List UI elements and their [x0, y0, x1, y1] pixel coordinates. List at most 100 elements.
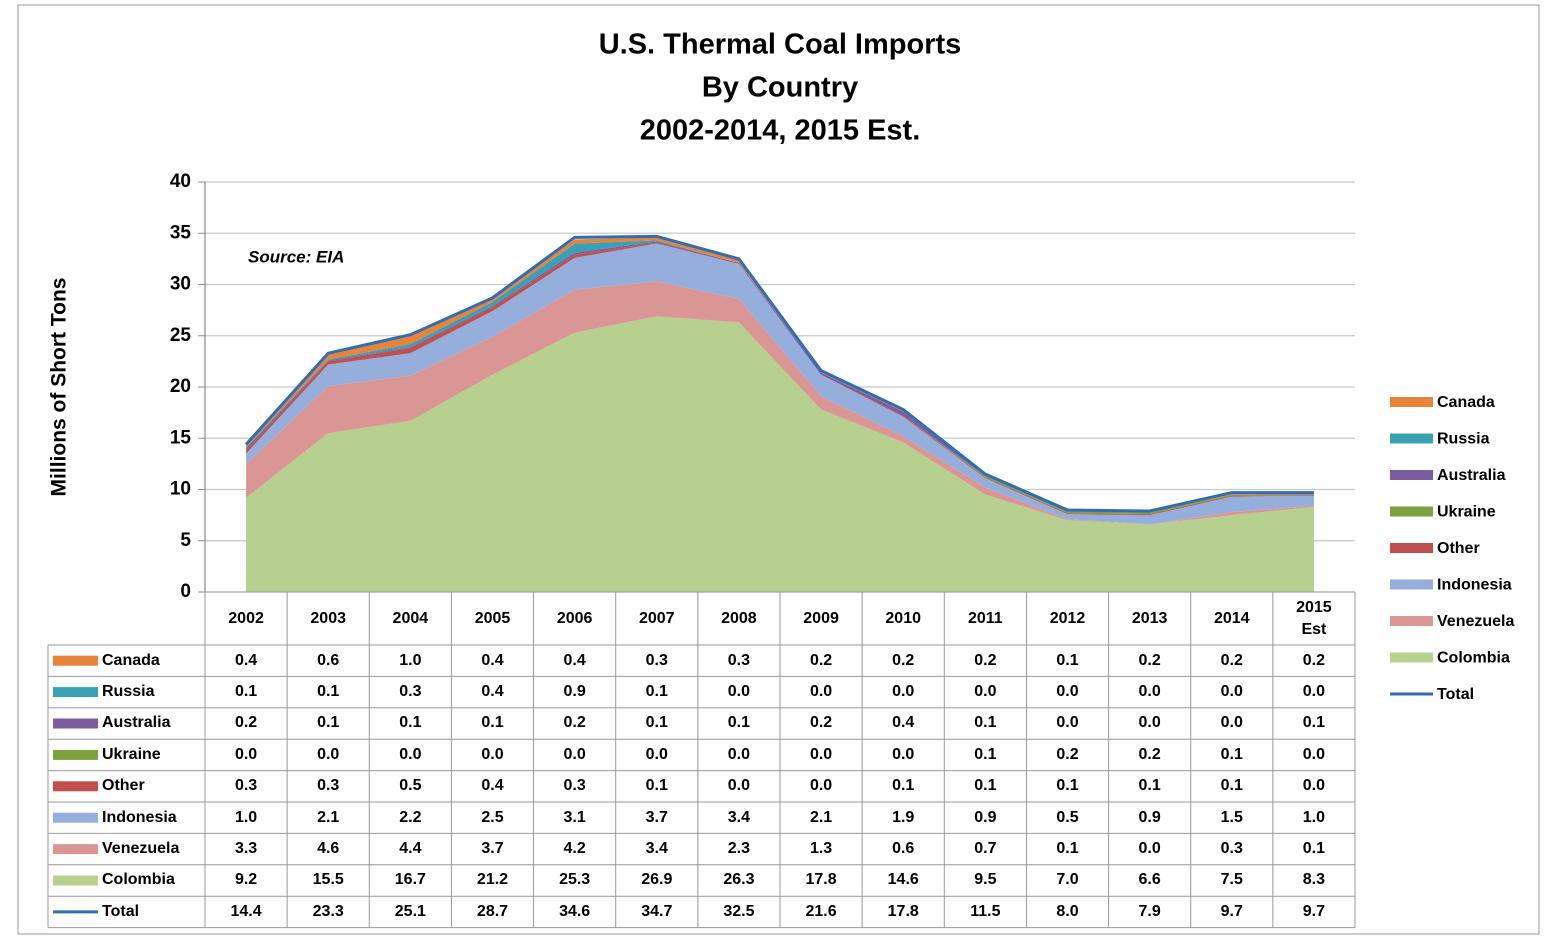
table-value: 9.7 — [1302, 902, 1326, 920]
table-key — [53, 687, 98, 698]
table-value: 0.1 — [399, 714, 422, 732]
table-value: 0.4 — [892, 714, 915, 732]
x-tick-label: 2004 — [369, 592, 451, 645]
x-tick-label: 2006 — [534, 592, 616, 645]
legend-label: Other — [1437, 540, 1480, 557]
x-tick-label: 2014 — [1191, 592, 1273, 645]
table-value: 9.2 — [234, 871, 258, 889]
table-key — [53, 844, 98, 855]
x-tick-label-text: 2013 — [1131, 609, 1168, 627]
area — [246, 316, 1314, 592]
table-value: 0.1 — [481, 714, 504, 732]
table-value: 9.5 — [974, 871, 997, 889]
table-value: 0.2 — [892, 651, 915, 669]
table-value: 21.6 — [805, 902, 837, 920]
table-row-label: Total — [102, 902, 140, 920]
y-tick-label: 35 — [170, 222, 192, 243]
legend-key — [1390, 506, 1433, 517]
table-row-label: Canada — [102, 651, 160, 669]
table-value: 0.0 — [892, 683, 915, 701]
table-value: 0.1 — [1302, 714, 1326, 732]
table-value: 4.2 — [563, 840, 586, 858]
table-value: 0.1 — [974, 745, 997, 763]
x-tick-label: 2008 — [698, 592, 780, 645]
table-value: 0.2 — [1056, 745, 1079, 763]
table-value: 1.9 — [892, 808, 915, 826]
table-value: 0.6 — [892, 840, 915, 858]
table-value: 0.0 — [1302, 745, 1326, 763]
x-tick-label-text: 2010 — [885, 609, 921, 627]
table-value: 3.7 — [645, 808, 668, 826]
table-value: 34.7 — [641, 902, 673, 920]
table-value: 0.5 — [399, 777, 422, 795]
table-value: 0.5 — [1056, 808, 1079, 826]
table-value: 0.0 — [317, 745, 340, 763]
table-value: 0.1 — [317, 714, 340, 732]
table-value: 0.3 — [234, 777, 258, 795]
table-value: 0.1 — [892, 777, 915, 795]
table-value: 1.5 — [1220, 808, 1243, 826]
table-row-label: Other — [102, 777, 145, 795]
table-value: 17.8 — [887, 902, 919, 920]
table-value: 2.5 — [481, 808, 504, 826]
table-key — [53, 655, 98, 666]
table-value: 9.7 — [1220, 902, 1243, 920]
table-value: 0.0 — [234, 745, 258, 763]
legend-key — [1390, 616, 1433, 626]
table-value: 0.0 — [563, 745, 586, 763]
table-value: 0.3 — [645, 651, 668, 669]
x-tick-label: 2007 — [616, 592, 698, 645]
table-value: 21.2 — [476, 871, 509, 889]
x-tick-label-text: 2007 — [638, 609, 675, 627]
table-value: 0.6 — [317, 651, 340, 669]
table-value: 0.2 — [1302, 651, 1326, 669]
table-value: 0.0 — [727, 745, 751, 763]
table-value: 0.0 — [1220, 714, 1243, 732]
y-tick-label: 30 — [170, 274, 191, 295]
table-value: 0.9 — [563, 683, 586, 701]
table-value: 0.1 — [1056, 840, 1079, 858]
table-value: 16.7 — [394, 871, 426, 889]
table-value: 0.3 — [1220, 840, 1243, 858]
table-value: 0.0 — [1056, 714, 1079, 732]
annotation: Source: EIA — [248, 247, 344, 266]
x-tick-label-text: 2012 — [1049, 609, 1086, 627]
table-value: 15.5 — [312, 871, 344, 889]
table-value: 0.1 — [1220, 745, 1243, 763]
table-value: 7.9 — [1138, 902, 1161, 920]
table-value: 0.2 — [974, 651, 997, 669]
x-tick-label-text: 2005 — [474, 609, 511, 627]
table-value: 0.0 — [974, 683, 997, 701]
table-value: 4.6 — [317, 840, 340, 858]
table-value: 0.1 — [1220, 777, 1243, 795]
table-row-label: Russia — [102, 683, 155, 701]
table-value: 23.3 — [312, 902, 344, 920]
legend-key — [1390, 543, 1433, 553]
legend-label: Russia — [1437, 431, 1490, 448]
table-value: 0.1 — [1302, 840, 1326, 858]
area — [246, 281, 1314, 525]
y-axis-label: Millions of Short Tons — [48, 278, 71, 497]
table-value: 0.1 — [1138, 777, 1161, 795]
table-value: 0.4 — [481, 777, 504, 795]
table-value: 0.2 — [809, 651, 833, 669]
table-value: 14.4 — [230, 902, 262, 920]
legend-label: Ukraine — [1437, 504, 1496, 521]
table-value: 34.6 — [559, 902, 591, 920]
table-value: 0.2 — [1138, 745, 1161, 763]
table-value: 2.2 — [399, 808, 422, 826]
table-value: 1.0 — [399, 651, 422, 669]
table-value: 0.0 — [1220, 683, 1243, 701]
table-value: 0.1 — [1056, 777, 1079, 795]
table-key — [53, 781, 98, 792]
chart-title: 2002-2014, 2015 Est. — [640, 115, 921, 147]
table-value: 0.1 — [317, 683, 340, 701]
legend-label: Colombia — [1437, 650, 1510, 667]
table-value: 1.0 — [234, 808, 258, 826]
table-value: 0.0 — [892, 745, 915, 763]
table-value: 0.0 — [1302, 683, 1326, 701]
table-value: 8.0 — [1056, 902, 1079, 920]
table-value: 3.4 — [645, 840, 668, 858]
table-value: 0.0 — [809, 745, 833, 763]
table-value: 0.2 — [563, 714, 586, 732]
